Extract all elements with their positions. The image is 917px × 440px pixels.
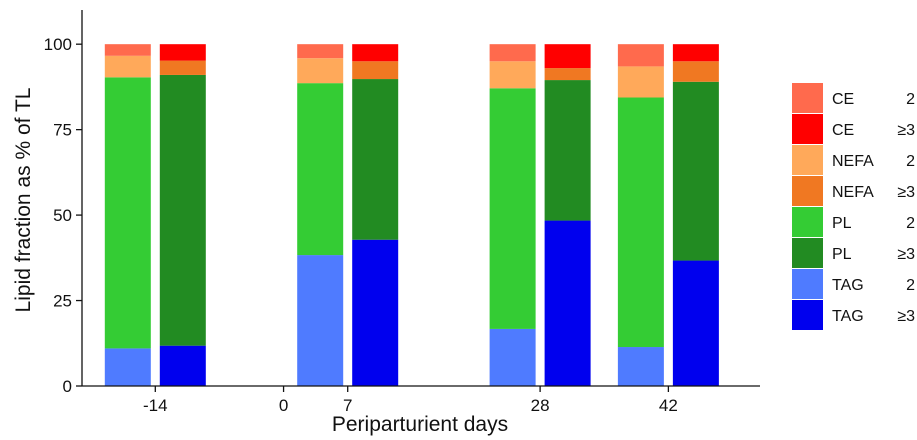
x-tick-label: 42 — [659, 396, 678, 415]
y-tick-label: 25 — [53, 292, 72, 311]
bar-segment-pl-g2-day-42 — [617, 97, 664, 348]
bar-segment-tag-g2-day-28 — [489, 328, 536, 386]
bar-segment-pl-g3plus-day--14 — [159, 74, 206, 346]
legend-key-ce-g3plus — [792, 114, 823, 144]
bar-segment-ce-g3plus-day-42 — [672, 44, 719, 62]
legend-key-nefa-g3plus — [792, 176, 823, 206]
legend-key-tag-g3plus — [792, 300, 823, 330]
x-tick-label: -14 — [143, 396, 168, 415]
x-tick-label: 0 — [279, 396, 288, 415]
legend-label-name: PL — [832, 246, 852, 263]
bar-segment-nefa-g3plus-day--14 — [159, 60, 206, 75]
x-axis-title: Periparturient days — [332, 413, 508, 436]
y-axis-title: Lipid fraction as % of TL — [12, 88, 35, 313]
ticks-layer: 0 25 50 75 100 -14 0 7 28 42 — [44, 35, 678, 415]
legend-label-name: CE — [832, 91, 854, 108]
bar-segment-pl-g3plus-day-28 — [544, 80, 591, 221]
axes-layer — [81, 10, 760, 387]
bar-segment-ce-g2-day-42 — [617, 44, 664, 67]
y-tick-label: 50 — [53, 206, 72, 225]
bar-segment-tag-g3plus-day--14 — [159, 345, 206, 386]
bars-layer — [104, 44, 719, 386]
y-tick-label: 100 — [44, 35, 72, 54]
y-tick-label: 0 — [63, 377, 72, 396]
x-tick-label: 7 — [343, 396, 352, 415]
bar-segment-ce-g2-day--14 — [104, 44, 151, 56]
bar-segment-nefa-g2-day--14 — [104, 55, 151, 78]
bar-segment-nefa-g3plus-day-7 — [352, 61, 399, 80]
bar-segment-tag-g2-day-7 — [297, 255, 344, 386]
bar-segment-pl-g2-day-7 — [297, 83, 344, 256]
legend: CE 2 CE ≥3 NEFA 2 NEFA ≥3 PL 2 PL ≥3 TAG 2 TAG ≥3 — [792, 83, 915, 330]
bar-segment-pl-g3plus-day-42 — [672, 81, 719, 261]
bar-segment-nefa-g3plus-day-28 — [544, 68, 591, 81]
bar-segment-nefa-g3plus-day-42 — [672, 61, 719, 82]
legend-label-group: ≥3 — [897, 246, 915, 263]
legend-label-group: 2 — [906, 215, 915, 232]
legend-label-group: ≥3 — [897, 122, 915, 139]
legend-label-name: TAG — [832, 277, 864, 294]
x-tick-label: 28 — [531, 396, 550, 415]
bar-segment-nefa-g2-day-42 — [617, 66, 664, 98]
bar-segment-tag-g2-day--14 — [104, 348, 151, 386]
legend-label-name: TAG — [832, 308, 864, 325]
bar-segment-ce-g2-day-28 — [489, 44, 536, 62]
bar-segment-tag-g3plus-day-7 — [352, 239, 399, 386]
legend-key-ce-g2 — [792, 83, 823, 113]
bar-segment-nefa-g2-day-28 — [489, 61, 536, 89]
legend-key-tag-g2 — [792, 269, 823, 299]
bar-segment-ce-g2-day-7 — [297, 44, 344, 59]
y-tick-label: 75 — [53, 121, 72, 140]
legend-key-pl-g3plus — [792, 238, 823, 268]
legend-label-name: NEFA — [832, 153, 874, 170]
bar-segment-pl-g2-day-28 — [489, 88, 536, 329]
legend-label-group: ≥3 — [897, 184, 915, 201]
legend-label-group: 2 — [906, 153, 915, 170]
legend-key-nefa-g2 — [792, 145, 823, 175]
bar-segment-tag-g2-day-42 — [617, 347, 664, 386]
legend-key-pl-g2 — [792, 207, 823, 237]
bar-segment-tag-g3plus-day-28 — [544, 220, 591, 386]
bar-segment-pl-g3plus-day-7 — [352, 79, 399, 240]
legend-label-group: 2 — [906, 91, 915, 108]
bar-segment-ce-g3plus-day-28 — [544, 44, 591, 69]
legend-label-group: 2 — [906, 277, 915, 294]
bar-segment-tag-g3plus-day-42 — [672, 260, 719, 386]
legend-label-name: PL — [832, 215, 852, 232]
legend-label-group: ≥3 — [897, 308, 915, 325]
bar-segment-ce-g3plus-day-7 — [352, 44, 399, 62]
bar-segment-pl-g2-day--14 — [104, 77, 151, 349]
legend-label-name: CE — [832, 122, 854, 139]
bar-segment-ce-g3plus-day--14 — [159, 44, 206, 61]
bar-segment-nefa-g2-day-7 — [297, 58, 344, 84]
legend-label-name: NEFA — [832, 184, 874, 201]
